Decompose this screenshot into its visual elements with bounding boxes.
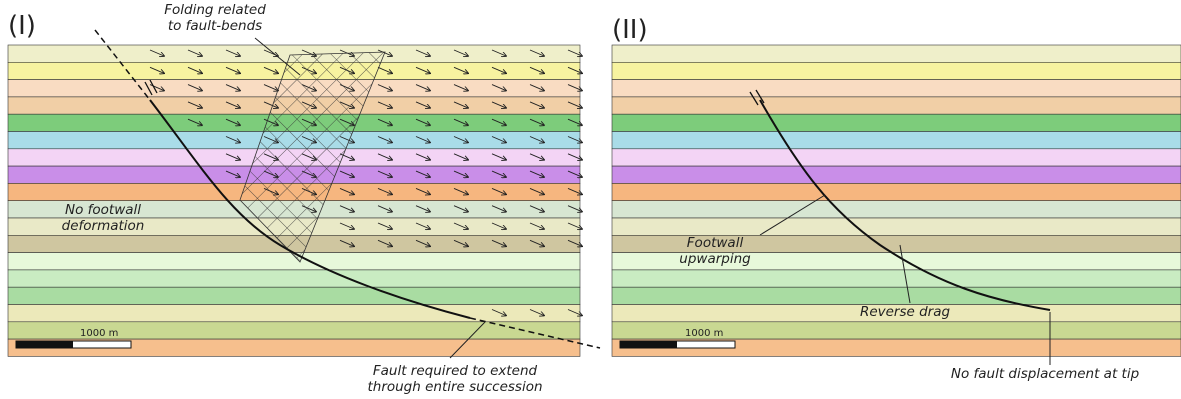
annotation: Reverse drag: [860, 304, 951, 320]
annotation: through entire succession: [367, 379, 542, 395]
panel-label: (I): [8, 11, 36, 41]
stratum: [612, 166, 1181, 183]
annotation: No fault displacement at tip: [951, 366, 1139, 382]
stratum: [8, 287, 580, 304]
stratum: [612, 270, 1181, 287]
stratum: [612, 132, 1181, 149]
stratum: [612, 201, 1181, 218]
scale-bar: [16, 341, 73, 348]
stratum: [612, 45, 1181, 62]
scale-bar: [620, 341, 677, 348]
stratum: [612, 183, 1181, 200]
figure: 1000 m 1000 m (I) (II) Folding related t…: [0, 0, 1181, 399]
annotation: Fault required to extend: [373, 363, 538, 379]
strata: [8, 45, 1181, 356]
stratum: [612, 97, 1181, 114]
panel-label: (II): [612, 15, 648, 45]
stratum: [612, 218, 1181, 235]
stratum: [8, 270, 580, 287]
annotation: deformation: [62, 218, 145, 234]
stratum: [612, 62, 1181, 79]
annotation: to fault-bends: [168, 18, 262, 34]
annotation: No footwall: [65, 202, 141, 218]
stratum: [8, 305, 580, 322]
annotation: Footwall: [687, 235, 744, 251]
scale-label: 1000 m: [685, 328, 723, 339]
stratum: [612, 80, 1181, 97]
annotation: upwarping: [679, 251, 751, 267]
scale-label: 1000 m: [80, 328, 118, 339]
annotation: Folding related: [164, 2, 266, 18]
stratum: [612, 114, 1181, 131]
stratum: [612, 287, 1181, 304]
stratum: [612, 149, 1181, 166]
